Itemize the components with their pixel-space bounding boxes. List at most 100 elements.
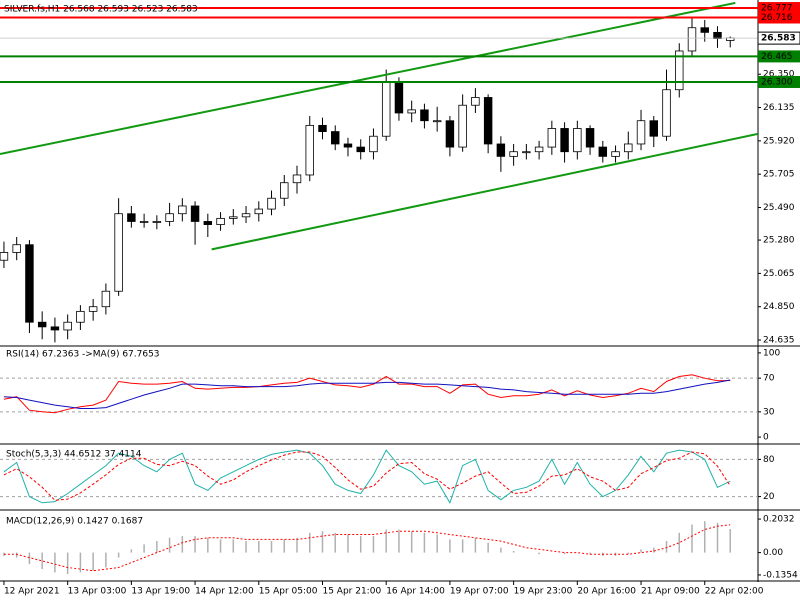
candle-body (152, 221, 162, 223)
x-tick-label: 22 Apr 02:00 (705, 587, 764, 597)
y-tick-label: -0.1354 (763, 570, 798, 580)
indicator-title: Stoch(5,3,3) 44.6512 37.4114 (6, 450, 142, 460)
level-label: 26.300 (761, 77, 793, 87)
candle-body (394, 81, 404, 114)
x-tick-label: 13 Apr 19:00 (131, 587, 190, 597)
candle-body (76, 310, 85, 323)
level-label-box (758, 11, 800, 24)
indicator-title: RSI(14) 67.2363 (6, 350, 79, 360)
candle-body (305, 124, 314, 176)
candle-body (713, 31, 722, 39)
y-tick-label: 100 (763, 348, 780, 358)
y-tick-label: 26.135 (763, 103, 795, 113)
candle-body (509, 151, 518, 157)
level-label-box (758, 50, 800, 63)
y-tick-label: 25.705 (763, 170, 795, 180)
trend-line (0, 2, 736, 156)
price-plot (0, 2, 758, 343)
level-label-box (758, 75, 800, 88)
indicator-line (3, 374, 731, 414)
candle-body (280, 182, 289, 199)
candle-body (88, 306, 98, 312)
candle-body (216, 217, 225, 225)
candle-body (114, 213, 123, 292)
candle-body (573, 128, 582, 153)
candle-body (598, 146, 608, 157)
candle-body (432, 120, 442, 123)
candle-body (636, 120, 646, 145)
y-tick-label: 25.920 (763, 136, 795, 146)
y-tick-label: 25.280 (763, 236, 795, 246)
y-tick-label: 0.00 (763, 548, 783, 558)
candle-body (190, 205, 200, 222)
indicator-line (3, 451, 731, 501)
candle-body (229, 216, 238, 219)
indicator-line (3, 449, 731, 504)
x-tick-label: 13 Apr 03:00 (68, 587, 127, 597)
chart-title: SILVER.fs,H1 26.568 26.593 26.523 26.583 (4, 5, 198, 15)
candle-body (700, 27, 709, 33)
candle-body (25, 244, 34, 323)
y-tick-label: 20 (763, 492, 775, 502)
candle-body (292, 174, 302, 184)
x-tick-label: 15 Apr 05:00 (259, 587, 318, 597)
level-label: 26.777 (761, 4, 793, 14)
candle-body (611, 151, 620, 157)
candle-body (12, 244, 21, 253)
candle-body (331, 131, 340, 145)
candle-body (101, 290, 111, 308)
x-tick-label: 14 Apr 12:00 (195, 587, 254, 597)
candle-body (178, 205, 187, 215)
y-tick-label: 24.635 (763, 336, 795, 346)
x-tick-label: 12 Apr 2021 (4, 587, 60, 597)
y-tick-label: 0 (763, 433, 769, 443)
x-tick-label: 21 Apr 09:00 (641, 587, 700, 597)
last-price-label: 26.583 (761, 34, 796, 44)
candle-body (560, 128, 569, 153)
trend-line (211, 132, 758, 251)
x-tick-label: 15 Apr 21:00 (322, 587, 381, 597)
candle-body (37, 321, 47, 328)
candle-body (649, 120, 658, 137)
candle-body (496, 143, 506, 157)
y-tick-label: 0.2032 (763, 515, 795, 525)
candle-body (471, 97, 480, 106)
x-tick-label: 19 Apr 07:00 (450, 587, 509, 597)
last-price-box (757, 31, 800, 45)
candle-body (369, 135, 378, 153)
candle-body (0, 252, 9, 261)
candle-body (165, 213, 174, 222)
candle-body (267, 197, 276, 210)
candle-body (407, 109, 416, 114)
x-tick-label: 20 Apr 16:00 (577, 587, 636, 597)
candle-body (534, 146, 544, 153)
x-tick-label: 19 Apr 23:00 (514, 587, 573, 597)
candle-body (63, 321, 72, 331)
candle-body (522, 151, 531, 154)
candle-body (662, 89, 671, 137)
candle-body (343, 143, 353, 148)
y-tick-label: 25.065 (763, 269, 795, 279)
candle-body (381, 81, 391, 137)
indicator-title: MACD(12,26,9) 0.1427 0.1687 (6, 517, 143, 527)
level-label-box (758, 2, 800, 15)
indicator-line (3, 379, 731, 409)
candle-body (445, 120, 455, 148)
candle-body (254, 208, 264, 215)
y-tick-label: 70 (763, 374, 775, 384)
candle-body (420, 109, 429, 122)
y-tick-label: 25.490 (763, 203, 795, 213)
candle-body (318, 124, 327, 132)
level-label: 26.716 (761, 13, 793, 23)
candle-body (624, 143, 633, 153)
candle-body (458, 104, 467, 148)
candle-body (675, 50, 684, 91)
candle-body (50, 326, 60, 331)
y-tick-label: 24.850 (763, 302, 795, 312)
x-tick-label: 16 Apr 14:00 (386, 587, 445, 597)
candle-body (585, 128, 595, 148)
y-tick-label: 30 (763, 407, 775, 417)
candle-body (241, 213, 251, 218)
level-label: 26.465 (761, 52, 793, 62)
